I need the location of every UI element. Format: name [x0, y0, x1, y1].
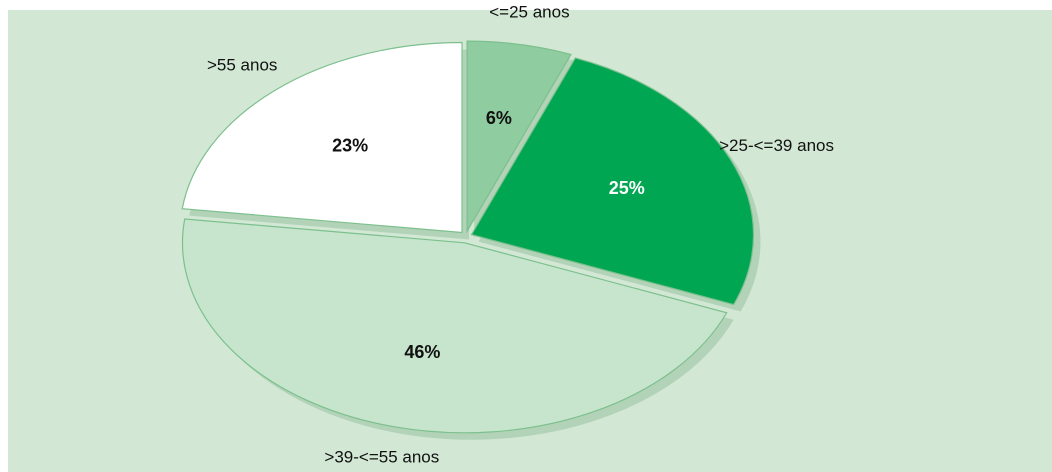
category-label: >25-<=39 anos — [719, 136, 834, 155]
pie-slice — [470, 57, 755, 306]
value-label: 23% — [332, 136, 368, 156]
category-label: <=25 anos — [489, 3, 569, 22]
category-label: >55 anos — [207, 55, 277, 74]
pie-slice — [181, 218, 728, 434]
label-layer: 6% <=25 anos 25% >25-<=39 anos 46% >39-<=55 a… — [207, 3, 834, 467]
value-label: 46% — [404, 342, 440, 362]
pie-slice — [466, 40, 572, 234]
category-label: >39-<=55 anos — [324, 447, 439, 466]
slice-layer — [181, 40, 755, 434]
value-label: 6% — [486, 108, 512, 128]
value-label: 25% — [609, 178, 645, 198]
pie-slice — [181, 41, 463, 234]
